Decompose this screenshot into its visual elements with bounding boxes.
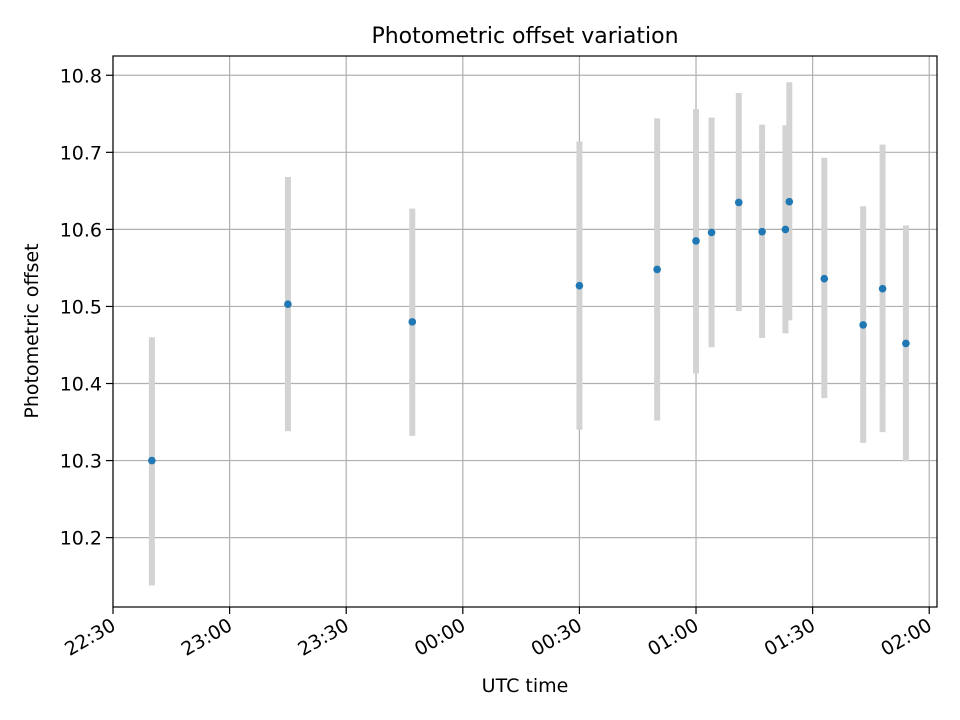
data-point [148,456,156,465]
x-axis-label: UTC time [482,675,569,697]
data-point [785,197,794,206]
data-point [859,321,867,329]
data-point [408,318,417,326]
y-tick-label: 10.5 [60,296,102,318]
chart-title: Photometric offset variation [371,24,678,49]
data-point [878,284,887,293]
y-tick-label: 10.4 [60,374,102,396]
data-point [781,225,790,234]
data-points [148,197,910,465]
y-tick-label: 10.2 [60,528,102,550]
plot-frame [112,55,938,608]
data-point [284,300,292,308]
data-point [902,339,910,348]
y-tick-label: 10.6 [60,219,102,241]
y-tick-label: 10.7 [60,142,102,164]
y-tick-label: 10.8 [60,65,102,87]
y-tick-label: 10.3 [60,451,102,473]
y-axis-label: Photometric offset [21,243,43,418]
data-point [734,198,743,207]
data-point [692,237,700,245]
y-axis-ticks: 10.2 10.3 10.4 10.5 10.6 10.7 10.8 [60,65,113,550]
data-point [653,265,661,274]
data-point [758,227,766,236]
data-point [575,281,584,290]
data-point [707,228,716,237]
data-point [820,274,829,283]
